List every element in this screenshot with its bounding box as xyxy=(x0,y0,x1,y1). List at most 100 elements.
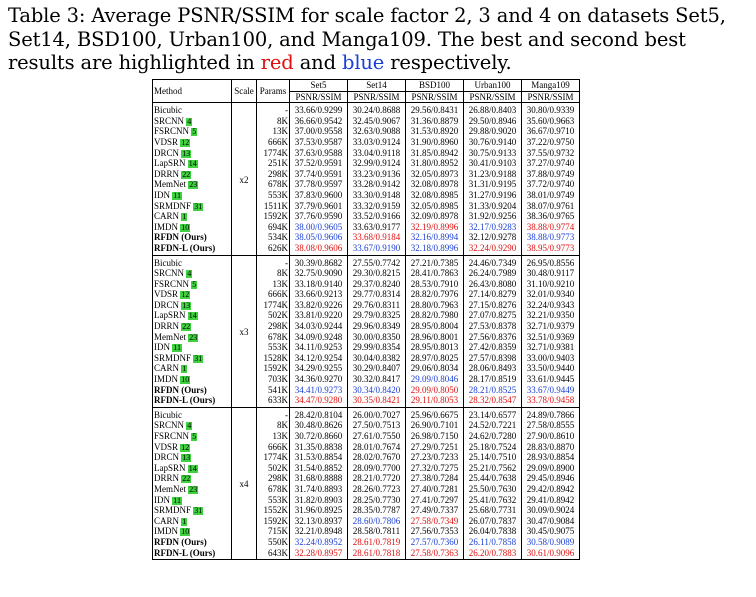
params-cell: 666K xyxy=(256,136,290,148)
method-cell: RFDN-L (Ours) xyxy=(152,395,232,408)
psnr-ssim-cell: 31.10/0.9210 xyxy=(521,278,580,290)
psnr-ssim-cell: 38.00/0.9605 xyxy=(289,221,348,233)
psnr-ssim-cell: 37.22/0.9750 xyxy=(521,136,580,148)
table-row: FSRCNN 5 13K 30.72/0.8660 27.61/0.7550 26.98… xyxy=(152,431,580,442)
params-cell: 1774K xyxy=(256,147,290,159)
citation-link[interactable]: 12 xyxy=(180,442,191,452)
citation-link[interactable]: 5 xyxy=(191,279,198,289)
citation-link[interactable]: 14 xyxy=(187,311,198,321)
method-name: IDN xyxy=(154,189,170,200)
citation-link[interactable]: 13 xyxy=(181,300,192,310)
table-row: CARN 1 1592K 34.29/0.9255 30.29/0.8407 29.06… xyxy=(152,363,580,375)
table-row: RFDN-L (Ours) 633K 34.47/0.9280 30.35/0.842… xyxy=(152,395,580,408)
citation-link[interactable]: 22 xyxy=(181,474,192,484)
table-row: MemNet 23 678K 34.09/0.9248 30.00/0.8350 28.… xyxy=(152,331,580,343)
citation-link[interactable]: 31 xyxy=(193,201,204,211)
citation-link[interactable]: 31 xyxy=(193,506,204,516)
psnr-ssim-cell: 33.68/0.9184 xyxy=(347,232,406,243)
citation-link[interactable]: 22 xyxy=(181,322,192,332)
citation-link[interactable]: 14 xyxy=(187,463,198,473)
header-params: Params xyxy=(256,78,290,104)
citation-link[interactable]: 11 xyxy=(172,495,182,505)
method-name: RFDN-L (Ours) xyxy=(154,547,216,558)
method-cell: SRCNN 4 xyxy=(152,268,232,279)
psnr-ssim-cell: 27.29/0.7251 xyxy=(405,441,464,453)
citation-link[interactable]: 31 xyxy=(193,353,204,363)
table-row: RFDN-L (Ours) 626K 38.08/0.9606 33.67/0.919… xyxy=(152,242,580,256)
method-name: DRCN xyxy=(154,147,180,158)
psnr-ssim-cell: 33.63/0.9177 xyxy=(347,221,406,233)
method-name: DRRN xyxy=(154,168,180,179)
psnr-ssim-cell: 28.32/0.8547 xyxy=(463,395,522,408)
psnr-ssim-cell: 30.48/0.9117 xyxy=(521,268,580,279)
citation-link[interactable]: 13 xyxy=(181,453,192,463)
psnr-ssim-cell: 28.61/0.7818 xyxy=(347,547,406,561)
params-cell: 553K xyxy=(256,342,290,353)
psnr-ssim-cell: 26.43/0.8080 xyxy=(463,278,522,290)
psnr-ssim-cell: 28.17/0.8519 xyxy=(463,374,522,385)
citation-link[interactable]: 4 xyxy=(186,421,193,431)
psnr-ssim-cell: 28.25/0.7730 xyxy=(347,494,406,506)
table-row: Bicubic x2-33.66/0.9299 30.24/0.8688 29.56/… xyxy=(152,102,580,256)
citation-link[interactable]: 22 xyxy=(181,169,192,179)
psnr-ssim-cell: 30.35/0.8421 xyxy=(347,395,406,408)
psnr-ssim-cell: 37.27/0.9740 xyxy=(521,158,580,169)
params-cell: 678K xyxy=(256,483,290,495)
citation-link[interactable]: 23 xyxy=(188,484,199,494)
psnr-ssim-cell: 32.24/0.9290 xyxy=(463,242,522,256)
citation-link[interactable]: 10 xyxy=(180,222,191,232)
psnr-ssim-cell: 31.90/0.8960 xyxy=(405,136,464,148)
method-cell: CARN 1 xyxy=(152,515,232,527)
params-cell: 1511K xyxy=(256,200,290,212)
psnr-ssim-cell: 27.07/0.8275 xyxy=(463,310,522,322)
citation-link[interactable]: 5 xyxy=(191,127,198,137)
citation-link[interactable]: 1 xyxy=(181,212,188,222)
params-cell: 678K xyxy=(256,179,290,190)
table-row: DRRN 22 298K 37.74/0.9591 33.23/0.9136 32.05… xyxy=(152,168,580,180)
table-row: SRCNN 4 8K 36.66/0.9542 32.45/0.9067 31.36/0… xyxy=(152,115,580,127)
params-cell: 643K xyxy=(256,547,290,561)
params-cell: 298K xyxy=(256,321,290,332)
method-cell: MemNet 23 xyxy=(152,179,232,190)
psnr-ssim-cell: 38.88/0.9774 xyxy=(521,221,580,233)
citation-link[interactable]: 14 xyxy=(187,159,198,169)
psnr-ssim-cell: 27.50/0.7513 xyxy=(347,420,406,431)
psnr-ssim-cell: 30.75/0.9133 xyxy=(463,147,522,159)
method-cell: RFDN (Ours) xyxy=(152,536,232,548)
citation-link[interactable]: 5 xyxy=(191,432,198,441)
psnr-ssim-cell: 32.21/0.8948 xyxy=(289,526,348,537)
citation-link[interactable]: 4 xyxy=(186,269,193,279)
params-cell: 1552K xyxy=(256,505,290,516)
psnr-ssim-cell: 28.97/0.8025 xyxy=(405,352,464,364)
psnr-ssim-cell: 29.11/0.8053 xyxy=(405,395,464,408)
citation-link[interactable]: 23 xyxy=(188,180,199,190)
method-name: LapSRN xyxy=(154,462,186,473)
psnr-ssim-cell: 28.35/0.7787 xyxy=(347,505,406,516)
citation-link[interactable]: 4 xyxy=(186,116,193,126)
citation-link[interactable]: 12 xyxy=(180,137,191,147)
citation-link[interactable]: 13 xyxy=(181,148,192,158)
psnr-ssim-cell: 32.45/0.9067 xyxy=(347,115,406,127)
psnr-ssim-cell: 31.85/0.8942 xyxy=(405,147,464,159)
citation-link[interactable]: 11 xyxy=(172,190,182,200)
method-cell: RFDN-L (Ours) xyxy=(152,547,232,561)
citation-link[interactable]: 1 xyxy=(181,364,188,374)
citation-link[interactable]: 10 xyxy=(180,527,191,537)
psnr-ssim-cell: 27.58/0.7363 xyxy=(405,547,464,561)
psnr-ssim-cell: 30.24/0.8688 xyxy=(347,102,406,116)
citation-link[interactable]: 10 xyxy=(180,375,191,385)
psnr-ssim-cell: 33.66/0.9213 xyxy=(289,289,348,300)
psnr-ssim-cell: 30.72/0.8660 xyxy=(289,431,348,442)
citation-link[interactable]: 23 xyxy=(188,332,199,342)
params-cell: 550K xyxy=(256,536,290,548)
citation-link[interactable]: 1 xyxy=(181,516,188,526)
citation-link[interactable]: 12 xyxy=(180,290,191,300)
citation-link[interactable]: 11 xyxy=(172,343,182,353)
method-cell: SRMDNF 31 xyxy=(152,505,232,516)
psnr-ssim-cell: 37.78/0.9597 xyxy=(289,179,348,190)
psnr-ssim-cell: 26.07/0.7837 xyxy=(463,515,522,527)
method-name: CARN xyxy=(154,363,180,374)
results-table: Method Scale Params Set5 Set14 BSD100 Ur… xyxy=(152,78,580,561)
table-caption: Table 3: Average PSNR/SSIM for scale fac… xyxy=(8,4,752,75)
method-name: FSRCNN xyxy=(154,278,190,289)
